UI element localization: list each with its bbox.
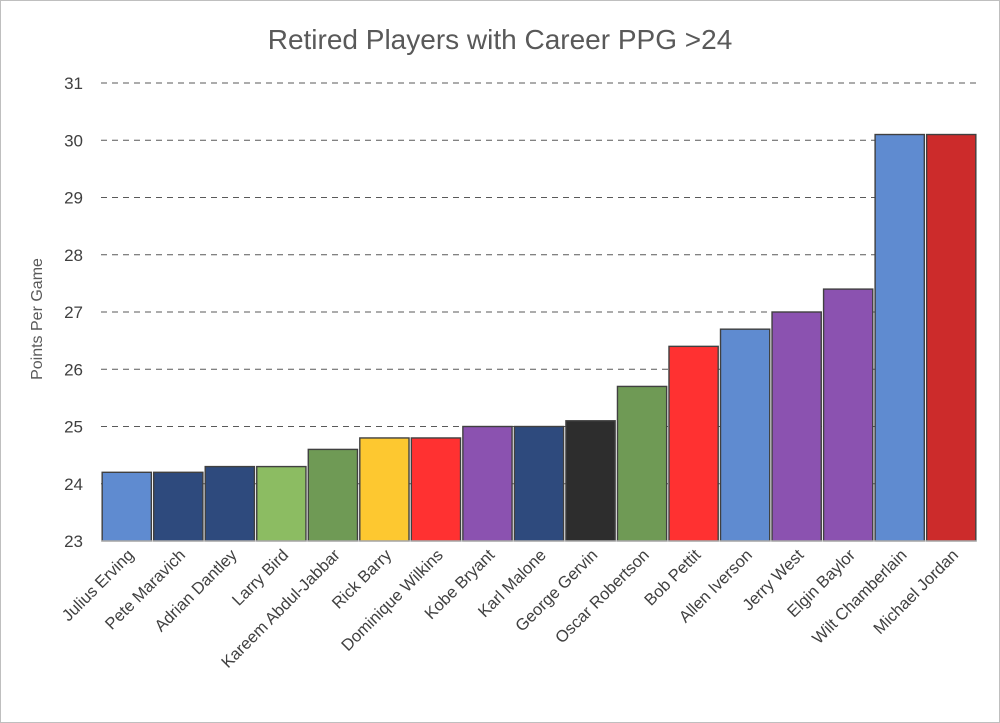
bar <box>152 471 204 542</box>
bar <box>616 385 668 542</box>
y-tick-labels: 23 24 25 26 27 28 29 30 31 <box>64 74 83 551</box>
x-tick-label: Oscar Robertson <box>552 546 653 647</box>
bar <box>101 471 153 542</box>
y-tick-label: 24 <box>64 475 83 494</box>
bar <box>565 420 616 542</box>
bar <box>668 345 719 542</box>
y-tick-label: 29 <box>64 189 83 208</box>
bar <box>925 133 977 542</box>
y-tick-label: 28 <box>64 246 83 265</box>
bar <box>874 133 926 542</box>
bar <box>719 328 771 542</box>
y-tick-label: 27 <box>64 303 83 322</box>
y-tick-label: 31 <box>64 74 83 93</box>
bar <box>462 425 513 542</box>
y-tick-label: 30 <box>64 131 83 150</box>
chart-title: Retired Players with Career PPG >24 <box>268 24 733 55</box>
bar <box>410 437 462 542</box>
y-tick-label: 26 <box>64 360 83 379</box>
bar <box>822 288 874 542</box>
y-axis-label: Points Per Game <box>29 258 46 380</box>
y-tick-label: 25 <box>64 418 83 437</box>
bar <box>307 448 359 542</box>
bar <box>359 437 410 542</box>
bars <box>101 133 977 542</box>
bar <box>256 465 307 542</box>
y-tick-label: 23 <box>64 532 83 551</box>
bar <box>204 465 256 542</box>
bar <box>513 425 565 542</box>
x-tick-label: Wilt Chamberlain <box>809 546 911 648</box>
bar <box>771 311 822 542</box>
